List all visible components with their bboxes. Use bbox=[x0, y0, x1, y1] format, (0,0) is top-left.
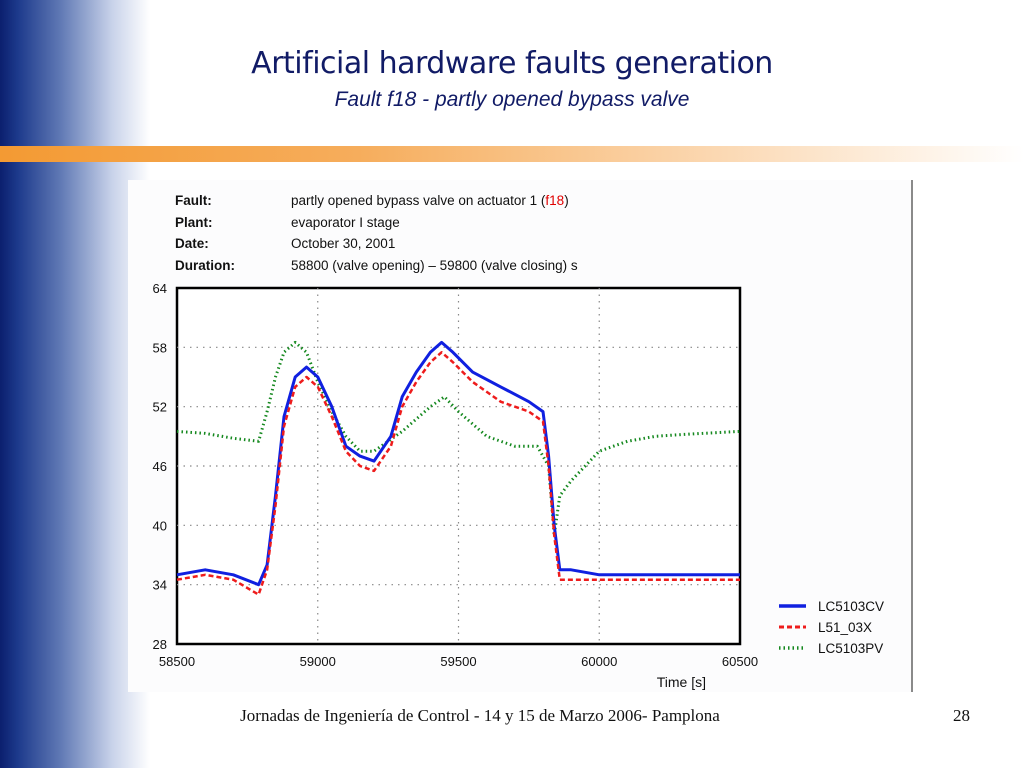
y-tick-label: 28 bbox=[153, 637, 167, 652]
slide-title: Artificial hardware faults generation bbox=[251, 46, 773, 81]
y-tick-label: 40 bbox=[153, 518, 167, 533]
side-gradient-decoration bbox=[0, 0, 150, 768]
duration-label: Duration: bbox=[175, 258, 235, 273]
x-axis-ticks: 58500 59000 59500 60000 60500 bbox=[159, 654, 758, 669]
y-tick-label: 52 bbox=[153, 400, 167, 415]
legend: LC5103CV L51_03X LC5103PV bbox=[779, 599, 884, 656]
fault-value-suffix: ) bbox=[564, 193, 569, 208]
y-axis-ticks: 64 58 52 46 40 34 28 bbox=[153, 281, 167, 652]
x-tick-label: 59000 bbox=[300, 654, 336, 669]
x-tick-label: 58500 bbox=[159, 654, 195, 669]
legend-label: LC5103PV bbox=[818, 641, 883, 656]
y-tick-label: 64 bbox=[153, 281, 167, 296]
y-tick-label: 46 bbox=[153, 459, 167, 474]
series-line-lc5103pv bbox=[176, 340, 741, 537]
date-label: Date: bbox=[175, 236, 209, 251]
x-axis-label: Time [s] bbox=[657, 674, 706, 690]
page-number: 28 bbox=[953, 706, 970, 725]
date-value: October 30, 2001 bbox=[291, 236, 396, 251]
fault-value-prefix: partly opened bypass valve on actuator 1… bbox=[291, 193, 546, 208]
legend-label: LC5103CV bbox=[818, 599, 884, 614]
legend-label: L51_03X bbox=[818, 620, 872, 635]
grid-lines bbox=[177, 288, 740, 644]
fault-label: Fault: bbox=[175, 193, 212, 208]
x-tick-label: 59500 bbox=[440, 654, 476, 669]
plant-label: Plant: bbox=[175, 215, 213, 230]
fault-code: f18 bbox=[545, 193, 565, 208]
series-group bbox=[176, 340, 741, 596]
fault-value: partly opened bypass valve on actuator 1… bbox=[291, 193, 569, 208]
y-tick-label: 58 bbox=[153, 340, 167, 355]
duration-value: 58800 (valve opening) – 59800 (valve clo… bbox=[291, 258, 578, 273]
x-tick-label: 60000 bbox=[581, 654, 617, 669]
y-tick-label: 34 bbox=[153, 578, 167, 593]
orange-divider-bar bbox=[0, 146, 1024, 162]
plant-value: evaporator I stage bbox=[291, 215, 400, 230]
series-line-l51-03x bbox=[176, 351, 740, 596]
x-tick-label: 60500 bbox=[722, 654, 758, 669]
footer-text: Jornadas de Ingeniería de Control - 14 y… bbox=[240, 706, 720, 725]
slide-subtitle: Fault f18 - partly opened bypass valve bbox=[334, 88, 690, 111]
